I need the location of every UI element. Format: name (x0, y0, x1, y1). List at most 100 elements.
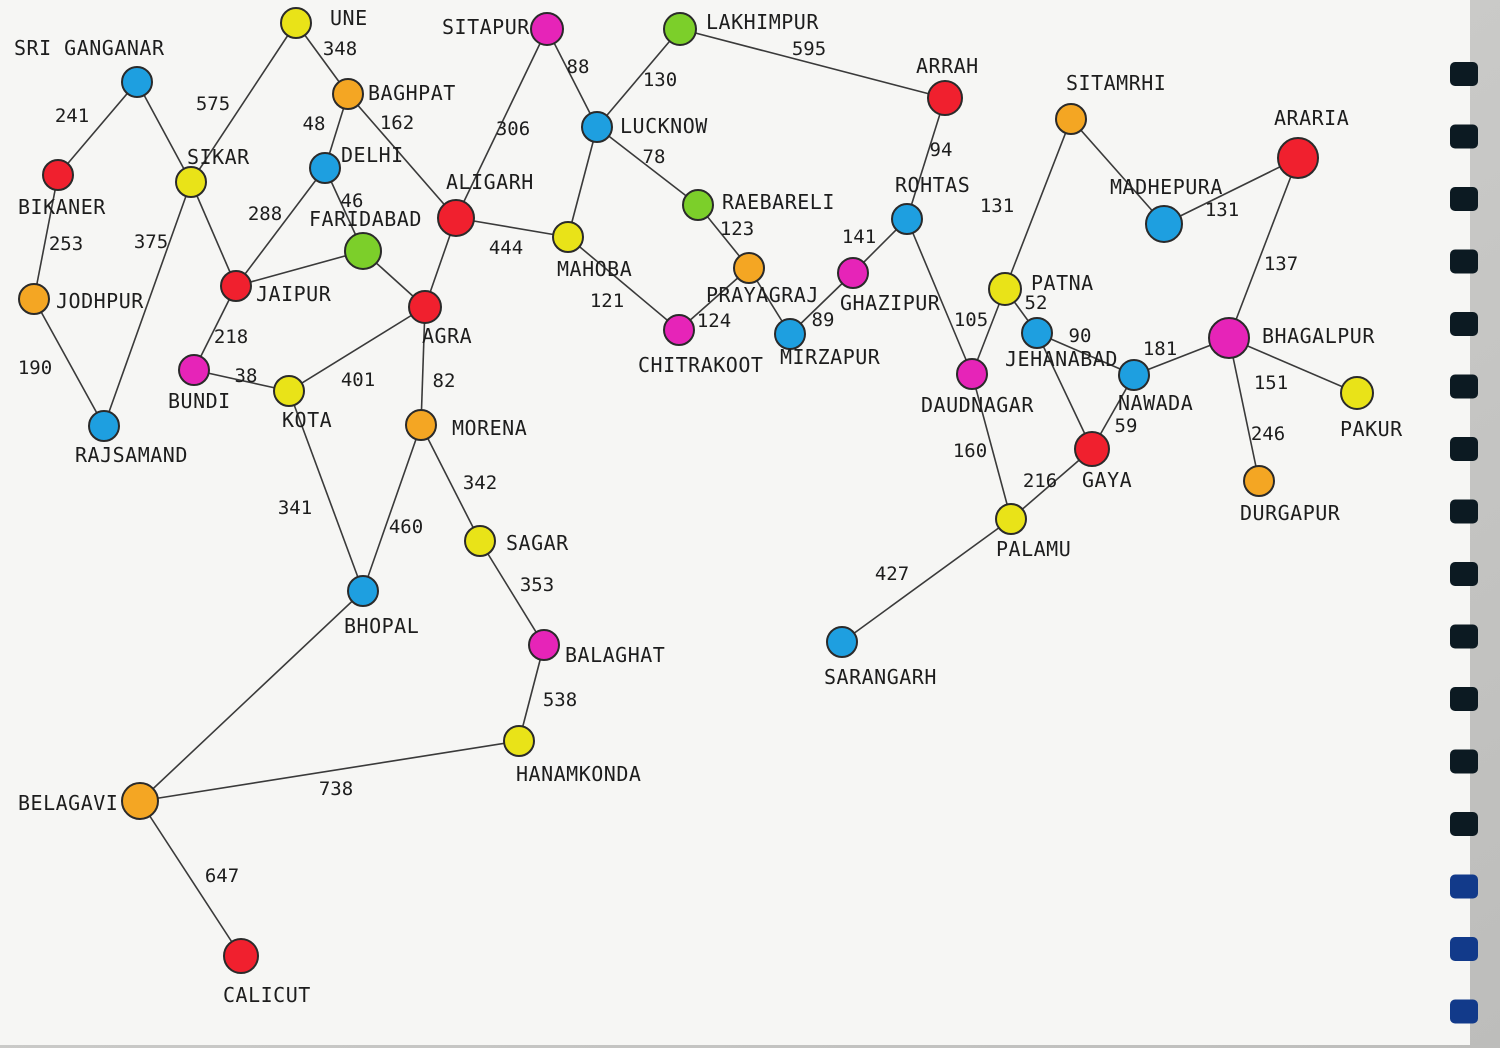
weight-label-layer: 241 575 253 190 375 348 48 162 288 46 218 38 401 341 8… (18, 38, 1298, 887)
binding-hole (1450, 562, 1478, 586)
edge-weight-label: 151 (1254, 372, 1288, 394)
node-sagar (464, 525, 496, 557)
edge-sikar-une (190, 22, 297, 183)
edge-bhopal-belagavi (139, 590, 364, 802)
node-label-calicut: CALICUT (223, 983, 311, 1007)
node-araria (1277, 137, 1319, 179)
edge-sitamrhi-patna (1004, 118, 1072, 290)
edge-lakhimpur-arrah (679, 28, 946, 99)
node-label-layer: SRI GANGANAR UNE SITAPUR LAKHIMPUR ARRAH SITA… (14, 6, 1403, 1007)
edge-lucknow-raebareli (596, 126, 699, 206)
node-bikaner (42, 159, 74, 191)
node-arrah (927, 80, 963, 116)
node-label-lakhimpur: LAKHIMPUR (706, 10, 819, 34)
node-label-sri-ganganar: SRI GANGANAR (14, 36, 165, 60)
node-label-patna: PATNA (1031, 271, 1094, 295)
edge-agra-morena (420, 306, 426, 426)
edge-bikaner-jodhpur (33, 174, 59, 300)
paper-sheet (0, 0, 1470, 1045)
edge-mahoba-chitrakoot (567, 236, 680, 331)
edge-weight-label: 647 (205, 865, 239, 887)
node-agra (408, 290, 442, 324)
edge-weight-label: 427 (875, 563, 909, 585)
edge-weight-label: 105 (954, 309, 988, 331)
edge-weight-label: 253 (49, 233, 83, 255)
binding-hole (1450, 124, 1478, 149)
edge-sikar-jaipur (190, 181, 237, 287)
edge-sitapur-lucknow (546, 28, 598, 128)
node-label-raebareli: RAEBARELI (722, 190, 835, 214)
node-prayagraj (733, 252, 765, 284)
node-palamu (995, 503, 1027, 535)
binding-hole (1450, 62, 1478, 86)
edge-weight-label: 738 (319, 778, 353, 800)
node-label-gaya: GAYA (1082, 468, 1132, 492)
node-sitapur (530, 12, 564, 46)
node-label-bikaner: BIKANER (18, 195, 106, 219)
edge-weight-label: 348 (323, 38, 357, 60)
edge-hanamkonda-belagavi (139, 740, 520, 802)
edge-lucknow-lakhimpur (596, 28, 681, 128)
edge-araria-bhagalpur (1228, 157, 1299, 339)
edge-weight-label: 246 (1251, 423, 1285, 445)
node-label-mirzapur: MIRZAPUR (780, 345, 881, 369)
node-madhepura (1145, 205, 1183, 243)
node-label-faridabad: FARIDABAD (309, 207, 422, 231)
edge-weight-label: 137 (1264, 253, 1298, 275)
node-label-mahoba: MAHOBA (557, 257, 632, 281)
edge-weight-label: 162 (380, 112, 414, 134)
binding-hole (1450, 874, 1478, 899)
edge-weight-label: 46 (341, 190, 364, 212)
edge-faridabad-jaipur (235, 250, 364, 287)
node-label-jodhpur: JODHPUR (56, 289, 144, 313)
edge-sitamrhi-madhepura (1070, 118, 1165, 225)
binding-hole (1450, 499, 1478, 524)
node-label-morena: MORENA (452, 416, 527, 440)
node-label-bhopal: BHOPAL (344, 614, 419, 638)
binding-hole (1450, 812, 1478, 836)
edge-weight-label: 123 (720, 218, 754, 240)
edge-weight-label: 460 (389, 516, 423, 538)
edge-weight-label: 59 (1115, 415, 1138, 437)
node-label-palamu: PALAMU (996, 537, 1071, 561)
edge-weight-label: 181 (1143, 338, 1177, 360)
node-label-agra: AGRA (422, 324, 472, 348)
node-label-prayagraj: PRAYAGRAJ (706, 283, 819, 307)
node-label-chitrakoot: CHITRAKOOT (638, 353, 763, 377)
edge-weight-label: 141 (842, 226, 876, 248)
node-aligarh (437, 199, 475, 237)
node-gaya (1074, 431, 1110, 467)
node-label-jehanabad: JEHANABAD (1005, 347, 1118, 371)
binding-hole (1450, 312, 1478, 336)
node-morena (405, 409, 437, 441)
edge-sri-ganganar-bikaner (57, 81, 138, 176)
binding-hole (1450, 249, 1478, 274)
node-delhi (309, 152, 341, 184)
node-bhagalpur (1208, 317, 1250, 359)
node-balaghat (528, 629, 560, 661)
edge-layer (33, 22, 1358, 957)
node-mirzapur (774, 318, 806, 350)
node-label-durgapur: DURGAPUR (1240, 501, 1341, 525)
node-label-lucknow: LUCKNOW (620, 114, 708, 138)
edge-sagar-balaghat (479, 540, 545, 646)
edge-rajsamand-sikar (103, 181, 192, 427)
edge-weight-label: 48 (303, 113, 326, 135)
edge-weight-label: 94 (930, 139, 953, 161)
binding-hole (1450, 374, 1478, 399)
node-label-delhi: DELHI (341, 143, 404, 167)
node-daudnagar (956, 358, 988, 390)
node-hanamkonda (503, 725, 535, 757)
edge-weight-label: 131 (980, 195, 1014, 217)
edge-kota-agra (288, 306, 426, 392)
edge-weight-label: 89 (812, 309, 835, 331)
edge-weight-label: 218 (214, 326, 248, 348)
node-label-belagavi: BELAGAVI (18, 791, 118, 815)
edge-weight-label: 190 (18, 357, 52, 379)
edge-balaghat-hanamkonda (518, 644, 545, 742)
node-sitamrhi (1055, 103, 1087, 135)
node-label-kota: KOTA (282, 408, 332, 432)
edge-weight-label: 375 (134, 231, 168, 253)
node-pakur (1340, 376, 1374, 410)
